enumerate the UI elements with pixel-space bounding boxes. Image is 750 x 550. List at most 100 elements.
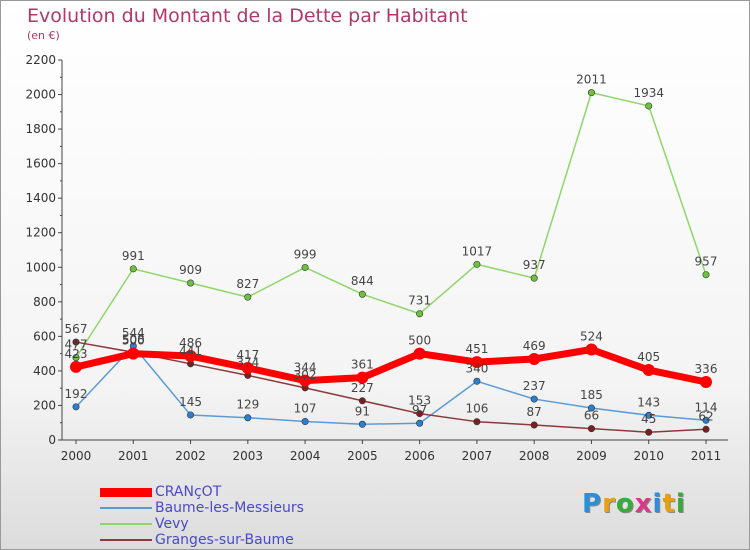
data-label-1: 340 (465, 361, 488, 375)
data-label-0: 524 (580, 329, 603, 343)
data-label-3: 62 (698, 409, 713, 423)
proxiti-logo: Proxiti (582, 489, 686, 519)
data-label-0: 451 (465, 342, 488, 356)
data-label-3: 66 (584, 409, 599, 423)
data-point-2 (301, 263, 309, 271)
data-label-2: 477 (65, 338, 88, 352)
legend-swatch-baume (100, 507, 152, 509)
legend-item-vevy: Vevy (100, 516, 304, 532)
legend-item-granges: Granges-sur-Baume (100, 532, 304, 548)
x-tick-label: 2008 (519, 449, 550, 463)
data-label-3: 567 (65, 322, 88, 336)
data-point-1 (416, 419, 424, 427)
data-label-1: 129 (236, 398, 259, 412)
data-point-0 (70, 360, 82, 373)
data-point-1 (72, 403, 80, 411)
x-tick-label: 2009 (576, 449, 607, 463)
data-point-2 (72, 354, 80, 362)
data-point-3 (530, 421, 538, 429)
legend-label-crancot: CRANçOT (155, 484, 222, 500)
data-point-0 (585, 343, 598, 356)
data-point-2 (129, 265, 137, 273)
data-label-3: 508 (122, 332, 145, 346)
x-tick-label: 2001 (118, 449, 149, 463)
data-point-2 (187, 279, 195, 287)
data-point-3 (702, 425, 710, 433)
data-point-2 (530, 274, 538, 282)
x-tick-label: 2007 (462, 449, 493, 463)
data-label-2: 991 (122, 249, 145, 263)
data-point-0 (299, 374, 312, 387)
data-point-2 (473, 260, 481, 268)
y-tick-label: 1000 (25, 260, 56, 274)
data-label-0: 469 (523, 339, 546, 353)
data-label-2: 957 (695, 255, 718, 269)
y-tick-label: 600 (33, 329, 56, 343)
y-tick-label: 200 (33, 398, 56, 412)
series-line-3 (75, 341, 707, 433)
data-point-1 (702, 416, 710, 424)
data-point-2 (416, 310, 424, 318)
data-point-3 (645, 428, 653, 436)
data-point-1 (473, 377, 481, 385)
legend: CRANçOT Baume-les-Messieurs Vevy Granges… (100, 484, 304, 548)
legend-label-granges: Granges-sur-Baume (155, 532, 294, 548)
data-point-3 (416, 410, 424, 418)
data-point-2 (244, 293, 252, 301)
data-point-1 (645, 411, 653, 419)
y-tick-label: 800 (33, 295, 56, 309)
data-label-1: 192 (65, 387, 88, 401)
data-label-0: 417 (236, 348, 259, 362)
x-tick-label: 2004 (290, 449, 321, 463)
data-label-1: 114 (695, 400, 718, 414)
series-line-2 (75, 91, 707, 359)
data-point-0 (184, 350, 197, 363)
data-point-0 (127, 347, 140, 360)
data-label-1: 91 (355, 404, 370, 418)
data-label-1: 185 (580, 388, 603, 402)
data-point-0 (528, 352, 541, 365)
x-tick-label: 2006 (404, 449, 435, 463)
x-tick-label: 2005 (347, 449, 378, 463)
data-point-2 (587, 89, 595, 97)
data-point-0 (241, 361, 254, 374)
data-point-3 (473, 418, 481, 426)
y-tick-label: 0 (48, 433, 56, 447)
chart-title: Evolution du Montant de la Dette par Hab… (27, 5, 468, 27)
data-label-0: 486 (179, 336, 202, 350)
data-label-2: 937 (523, 258, 546, 272)
data-point-2 (645, 102, 653, 110)
data-label-3: 106 (465, 402, 488, 416)
legend-item-baume: Baume-les-Messieurs (100, 500, 304, 516)
data-label-1: 544 (122, 326, 145, 340)
data-point-3 (72, 338, 80, 346)
data-label-2: 731 (408, 294, 431, 308)
data-point-1 (587, 404, 595, 412)
data-label-0: 336 (695, 362, 718, 376)
data-label-0: 423 (65, 347, 88, 361)
x-tick-label: 2011 (691, 449, 722, 463)
x-tick-label: 2003 (233, 449, 264, 463)
data-label-3: 87 (527, 405, 542, 419)
data-label-1: 97 (412, 403, 427, 417)
data-label-2: 2011 (576, 73, 607, 87)
legend-label-vevy: Vevy (155, 516, 189, 532)
data-label-0: 361 (351, 358, 374, 372)
data-point-0 (413, 347, 426, 360)
y-tick-label: 1600 (25, 157, 56, 171)
data-point-2 (702, 271, 710, 279)
data-point-0 (356, 371, 369, 384)
data-label-2: 844 (351, 274, 374, 288)
data-label-0: 500 (408, 334, 431, 348)
data-point-3 (358, 397, 366, 405)
data-point-1 (358, 420, 366, 428)
data-label-3: 441 (179, 344, 202, 358)
data-point-0 (700, 375, 712, 388)
data-label-0: 500 (122, 334, 145, 348)
y-tick-label: 400 (33, 364, 56, 378)
x-tick-label: 2010 (633, 449, 664, 463)
data-label-3: 45 (641, 412, 656, 426)
data-point-0 (642, 364, 655, 377)
data-label-0: 344 (294, 361, 317, 375)
legend-swatch-granges (100, 539, 152, 541)
